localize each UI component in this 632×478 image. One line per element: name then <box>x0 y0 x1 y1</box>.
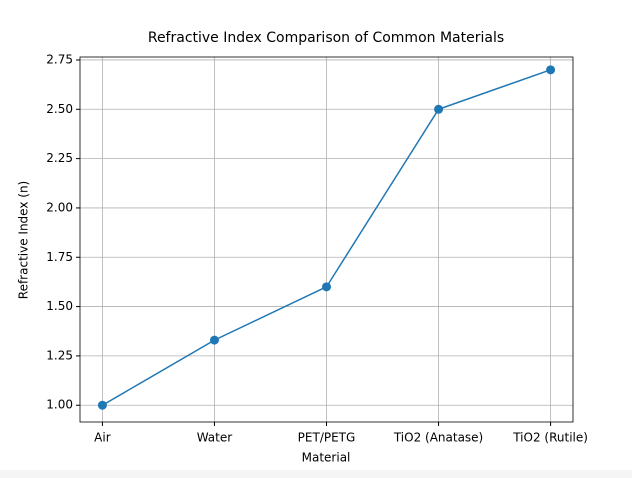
x-tick-label: Water <box>197 431 233 445</box>
bottom-strip <box>0 470 632 478</box>
chart-title: Refractive Index Comparison of Common Ma… <box>148 30 504 46</box>
plot-frame <box>79 56 574 423</box>
x-tick-label: TiO2 (Rutile) <box>512 431 588 445</box>
x-tick-label: Air <box>94 431 111 445</box>
y-tick-label: 2.50 <box>46 102 73 116</box>
y-tick-label: 1.50 <box>46 299 73 313</box>
point <box>434 104 444 114</box>
y-axis-label: Refractive Index (n) <box>17 181 31 299</box>
point <box>322 282 331 292</box>
point <box>97 400 107 410</box>
y-tick-label: 1.00 <box>46 398 73 412</box>
y-tick-label: 2.25 <box>46 151 73 165</box>
point <box>209 335 219 345</box>
y-tick-label: 1.75 <box>46 250 73 264</box>
y-tick-label: 1.25 <box>46 348 73 362</box>
x-tick-label: PET/PETG <box>298 431 356 445</box>
x-tick-label: TiO2 (Anatase) <box>393 431 483 445</box>
y-tick-label: 2.75 <box>46 52 73 66</box>
point <box>546 65 556 75</box>
y-tick-label: 2.00 <box>46 200 73 214</box>
x-axis-label: Material <box>302 451 351 465</box>
